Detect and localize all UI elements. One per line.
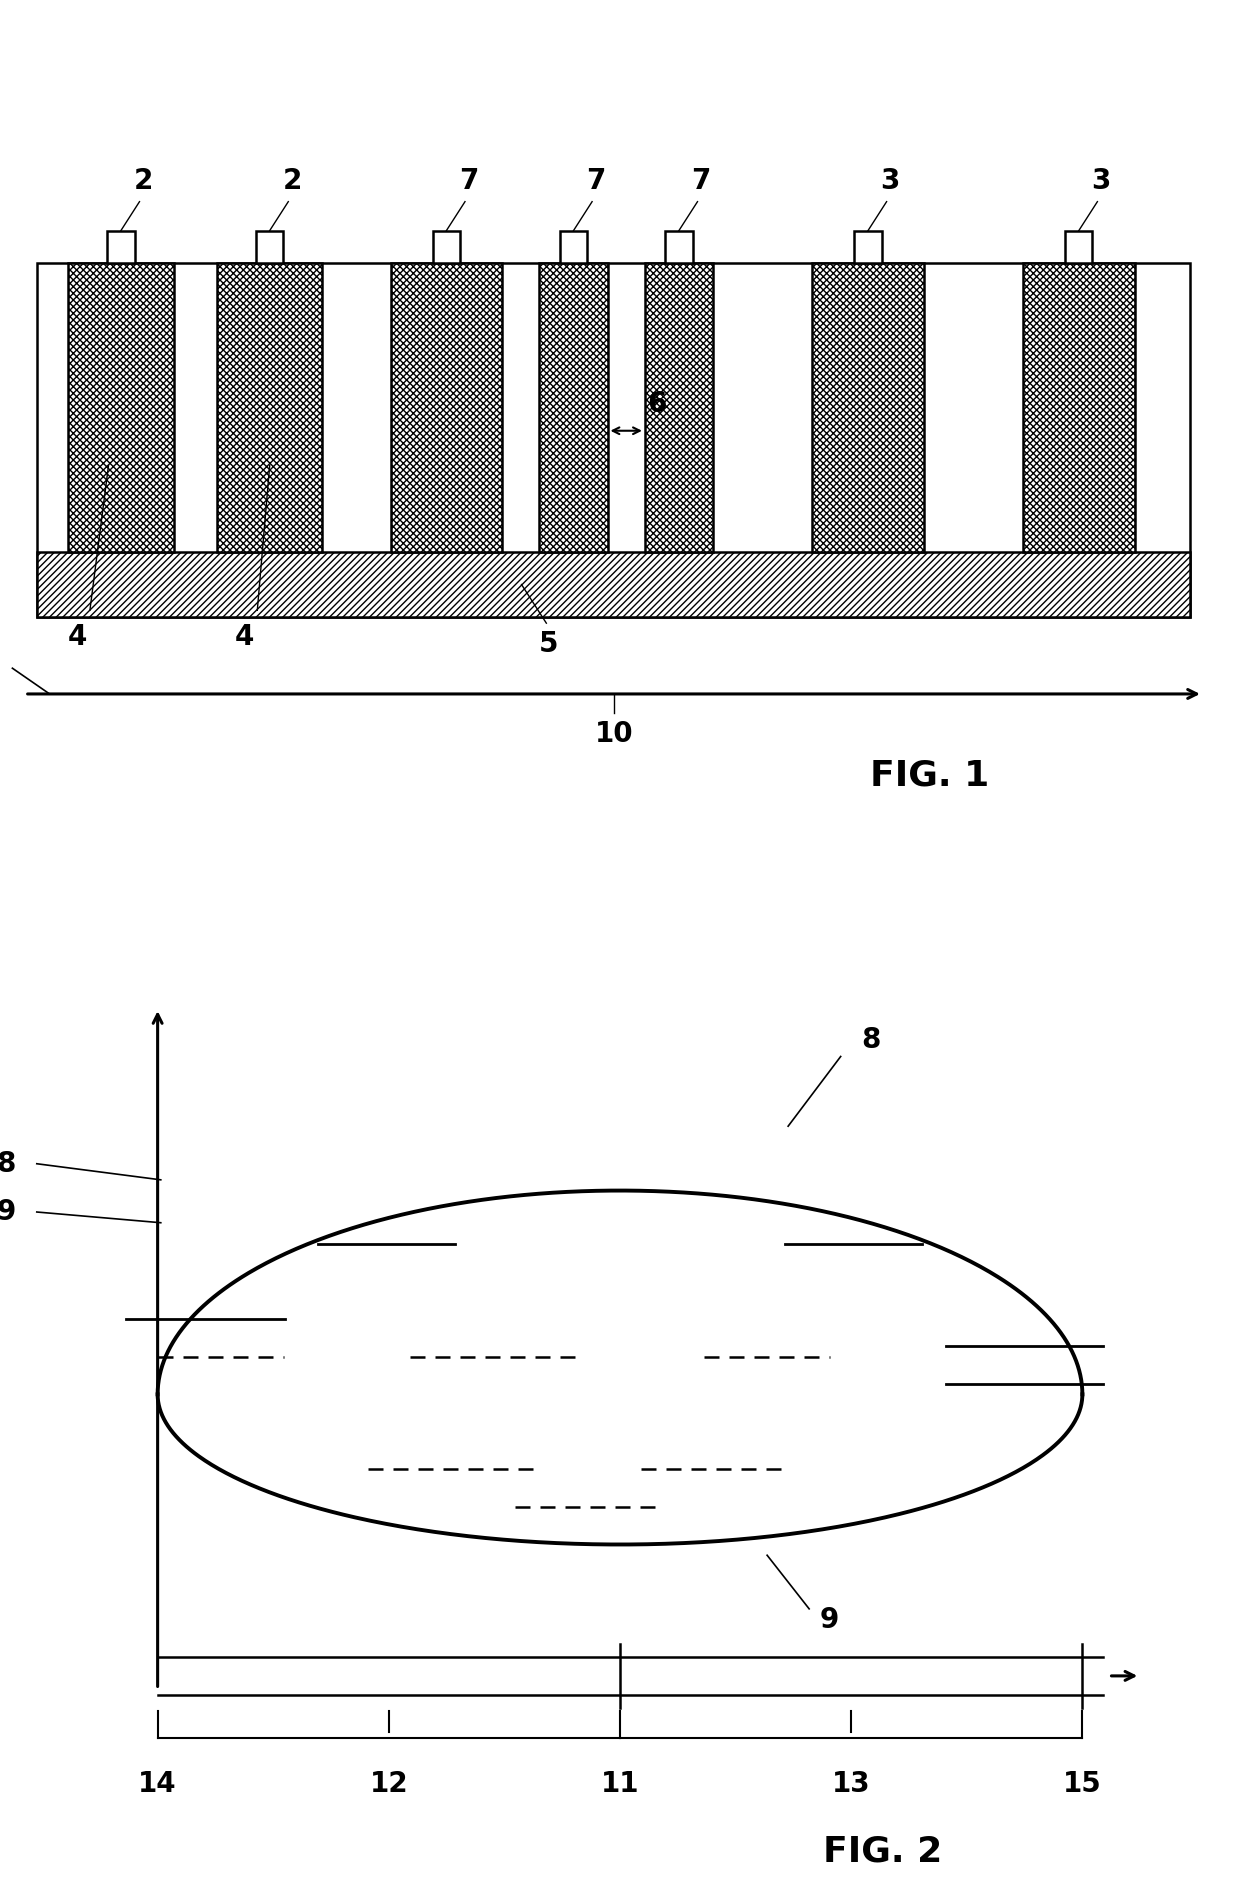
Text: 9: 9: [820, 1605, 839, 1633]
Text: 13: 13: [832, 1770, 870, 1798]
Bar: [255, 231, 283, 263]
Bar: [560, 231, 588, 263]
Text: FIG. 2: FIG. 2: [823, 1834, 942, 1868]
Bar: [108, 231, 135, 263]
Text: 6: 6: [647, 390, 667, 419]
Bar: [539, 263, 608, 552]
Text: 3: 3: [1091, 167, 1111, 195]
Bar: [645, 263, 713, 552]
Bar: [1023, 263, 1135, 552]
Text: FIG. 1: FIG. 1: [870, 758, 990, 792]
Text: 7: 7: [459, 167, 479, 195]
Bar: [391, 263, 502, 552]
Bar: [37, 552, 1190, 618]
Text: 11: 11: [600, 1770, 640, 1798]
Bar: [68, 263, 174, 552]
Text: 8: 8: [0, 1151, 16, 1177]
Bar: [217, 263, 322, 552]
Bar: [665, 231, 692, 263]
Text: 15: 15: [1063, 1770, 1102, 1798]
Text: 8: 8: [862, 1027, 882, 1055]
Text: 2: 2: [134, 167, 153, 195]
Bar: [433, 231, 460, 263]
Text: 4: 4: [68, 623, 87, 651]
Text: 10: 10: [594, 719, 634, 747]
Text: 14: 14: [139, 1770, 177, 1798]
Text: 2: 2: [283, 167, 301, 195]
Text: 7: 7: [587, 167, 605, 195]
Bar: [1065, 231, 1092, 263]
Bar: [812, 263, 924, 552]
Text: 7: 7: [692, 167, 711, 195]
Text: 5: 5: [539, 629, 558, 657]
Bar: [854, 231, 882, 263]
Bar: [37, 263, 1190, 618]
Text: 12: 12: [370, 1770, 408, 1798]
Text: 9: 9: [0, 1198, 16, 1226]
Text: 3: 3: [880, 167, 900, 195]
Text: 4: 4: [236, 623, 254, 651]
